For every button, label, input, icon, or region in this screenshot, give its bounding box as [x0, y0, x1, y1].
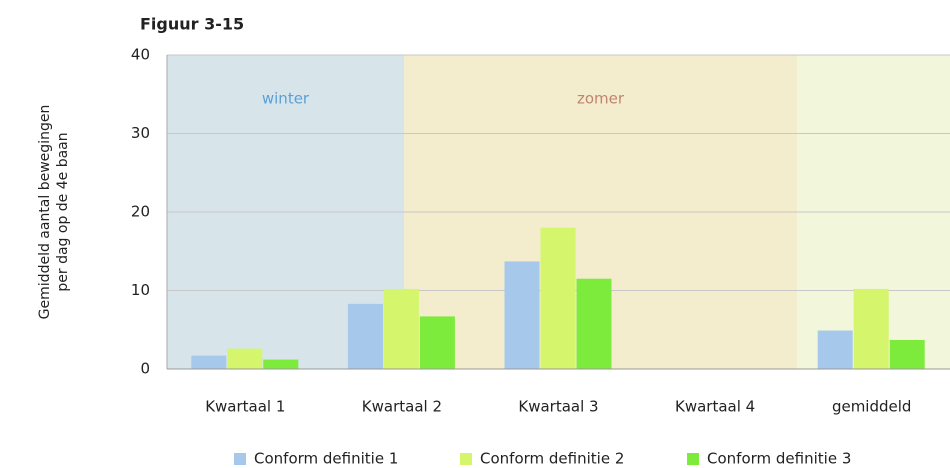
region-label: winter	[262, 90, 310, 108]
legend-label: Conform definitie 1	[254, 450, 398, 468]
bar	[347, 303, 383, 369]
y-axis-label-line: per dag op de 4e baan	[55, 132, 71, 291]
y-tick-label: 10	[131, 281, 150, 299]
bar	[540, 227, 576, 369]
bar	[263, 359, 299, 369]
bar	[504, 261, 540, 369]
bar	[853, 288, 889, 369]
bar	[576, 278, 612, 369]
legend-label: Conform definitie 2	[480, 450, 624, 468]
x-tick-label: gemiddeld	[832, 398, 912, 416]
x-tick-label: Kwartaal 4	[675, 398, 755, 416]
bar	[383, 288, 419, 369]
legend-label: Conform definitie 3	[707, 450, 851, 468]
bar	[419, 316, 455, 369]
y-axis-label-line: Gemiddeld aantal bewegingen	[37, 105, 53, 320]
y-tick-label: 30	[131, 124, 150, 142]
y-tick-label: 20	[131, 203, 150, 221]
bar	[191, 355, 227, 369]
x-tick-label: Kwartaal 3	[518, 398, 598, 416]
bar	[889, 339, 925, 369]
bar	[227, 348, 263, 369]
y-tick-label: 40	[131, 46, 150, 64]
legend-swatch	[687, 453, 699, 465]
y-tick-label: 0	[140, 360, 150, 378]
bar	[817, 330, 853, 369]
x-tick-label: Kwartaal 2	[362, 398, 442, 416]
region-label: zomer	[577, 90, 625, 108]
chart-title: Figuur 3-15	[140, 15, 244, 34]
x-tick-label: Kwartaal 1	[205, 398, 285, 416]
legend-swatch	[234, 453, 246, 465]
y-axis-label: Gemiddeld aantal bewegingen per dag op d…	[37, 105, 71, 320]
legend-swatch	[460, 453, 472, 465]
